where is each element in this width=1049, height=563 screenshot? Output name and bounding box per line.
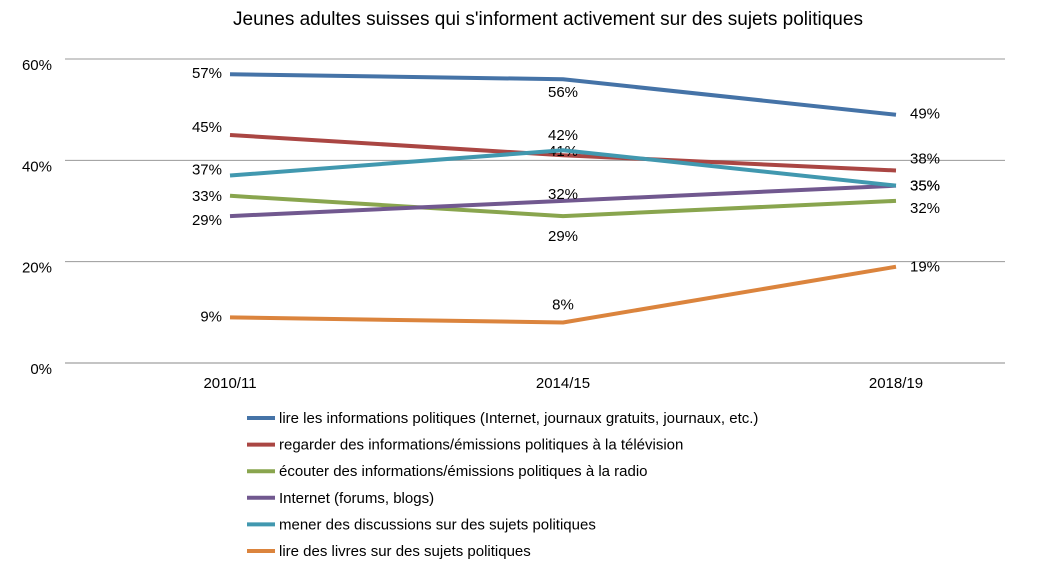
data-label: 49% [910, 106, 940, 123]
data-label: 29% [548, 228, 578, 245]
series-line [229, 72, 897, 117]
series-line [229, 183, 897, 219]
x-tick-label: 2018/19 [869, 375, 923, 392]
y-tick-label: 20% [22, 260, 52, 277]
series-line [229, 148, 897, 188]
data-label: 42% [548, 127, 578, 144]
data-label: 33% [192, 188, 222, 205]
series-line [229, 133, 897, 173]
y-tick-label: 60% [22, 57, 52, 74]
y-tick-label: 40% [22, 158, 52, 175]
x-tick-label: 2010/11 [203, 375, 256, 392]
legend-label: lire les informations politiques (Intern… [279, 410, 758, 427]
series-line [229, 193, 897, 219]
x-tick-label: 2014/15 [536, 375, 590, 392]
series-line [229, 264, 897, 325]
data-label: 35% [910, 178, 940, 195]
data-label: 32% [548, 186, 578, 203]
data-label: 35% [910, 178, 940, 195]
data-label: 8% [552, 296, 574, 313]
data-label: 45% [192, 119, 222, 136]
data-label: 57% [192, 65, 222, 82]
legend-label: lire des livres sur des sujets politique… [279, 543, 531, 560]
legend-label: mener des discussions sur des sujets pol… [279, 516, 596, 533]
legend-label: écouter des informations/émissions polit… [279, 463, 648, 480]
data-label: 32% [910, 200, 940, 217]
data-label: 38% [910, 150, 940, 167]
data-label: 37% [192, 162, 222, 179]
data-label: 9% [200, 308, 222, 325]
chart-title: Jeunes adultes suisses qui s'informent a… [233, 9, 863, 30]
legend-label: Internet (forums, blogs) [279, 490, 434, 507]
data-label: 29% [192, 212, 222, 229]
y-tick-label: 0% [30, 361, 52, 378]
data-label: 56% [548, 84, 578, 101]
legend-label: regarder des informations/émissions poli… [279, 437, 683, 454]
data-label: 19% [910, 259, 940, 276]
